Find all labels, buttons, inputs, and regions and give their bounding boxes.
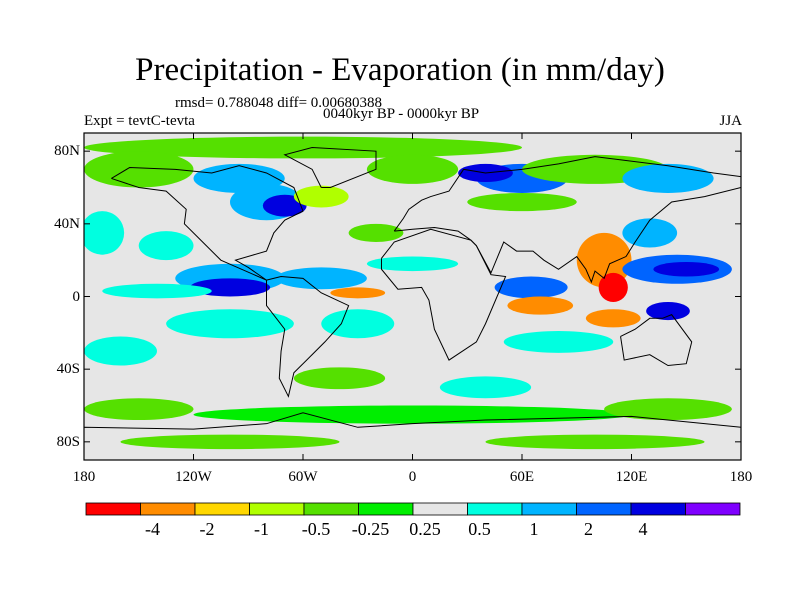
- y-tick-label: 40S: [56, 361, 80, 378]
- y-tick-label: 80N: [54, 143, 80, 160]
- anomaly-region: [503, 331, 614, 353]
- experiment-label: Expt = tevtC-tevta: [84, 113, 195, 129]
- anomaly-region: [293, 367, 386, 390]
- colorbar-label: 0.25: [409, 519, 441, 539]
- pe-anomaly-fields: [84, 136, 732, 450]
- anomaly-region: [366, 154, 459, 184]
- colorbar-label: -0.5: [301, 519, 331, 539]
- anomaly-region: [348, 223, 404, 243]
- coastline: [266, 276, 350, 398]
- colorbar-swatch: [467, 502, 523, 516]
- anomaly-region: [138, 231, 194, 261]
- coastline: [84, 412, 741, 460]
- anomaly-region: [84, 336, 157, 366]
- x-tick-label: 180: [729, 469, 753, 485]
- colorbar-swatch: [685, 502, 741, 516]
- anomaly-region: [439, 376, 532, 399]
- colorbar-label: -0.25: [351, 519, 390, 539]
- anomaly-region: [622, 163, 714, 193]
- colorbar-label: 4: [638, 519, 648, 539]
- anomaly-region: [275, 267, 367, 290]
- anomaly-region: [366, 256, 459, 272]
- coastline: [393, 156, 741, 284]
- anomaly-region: [485, 434, 705, 450]
- y-tick-label: 40N: [54, 215, 80, 232]
- anomaly-region: [585, 309, 641, 328]
- colorbar-swatch: [521, 502, 577, 516]
- season-label: JJA: [719, 113, 742, 129]
- anomaly-region: [321, 309, 395, 339]
- anomaly-region: [467, 192, 577, 212]
- anomaly-region: [622, 218, 678, 248]
- colorbar-swatch: [630, 502, 686, 516]
- rmsd-diff-stats: rmsd= 0.788048 diff= 0.00680388: [175, 95, 383, 111]
- colorbar-swatch: [140, 502, 196, 516]
- x-tick-label: 180: [72, 469, 96, 485]
- anomaly-region: [193, 405, 632, 424]
- anomaly-region: [84, 398, 194, 421]
- coastline: [283, 147, 377, 188]
- anomaly-region: [646, 301, 690, 321]
- anomaly-region: [293, 185, 349, 208]
- time-period-label: 0040kyr BP - 0000kyr BP: [323, 106, 480, 122]
- x-tick-label: 0: [408, 469, 417, 485]
- colorbar-label: 1: [529, 519, 539, 539]
- y-tick-label: 80S: [56, 433, 80, 450]
- anomaly-region: [84, 136, 522, 159]
- coastlines: [84, 147, 741, 460]
- colorbar-swatch: [194, 502, 250, 516]
- y-tick-label: 0: [72, 288, 81, 305]
- colorbar-label: 0.5: [468, 519, 491, 539]
- colorbar-label: -2: [199, 519, 215, 539]
- colorbar-swatch: [576, 502, 632, 516]
- colorbar-label: -1: [254, 519, 269, 539]
- x-tick-label: 60E: [509, 469, 535, 485]
- anomaly-region: [102, 283, 212, 299]
- anomaly-region: [604, 398, 732, 421]
- anomaly-region: [494, 276, 568, 299]
- axis-ticks: [83, 133, 742, 460]
- colorbar-label: -4: [145, 519, 160, 539]
- map-title: Precipitation - Evaporation (in mm/day): [135, 52, 665, 88]
- colorbar-swatch: [249, 502, 305, 516]
- anomaly-region: [507, 296, 574, 315]
- colorbar-swatch: [85, 502, 141, 516]
- x-tick-label: 120W: [175, 469, 212, 485]
- x-tick-label: 60W: [288, 469, 318, 485]
- colorbar: [85, 502, 741, 516]
- coastline: [380, 228, 507, 361]
- anomaly-region: [84, 211, 125, 255]
- coastline: [620, 314, 693, 367]
- colorbar-swatch: [412, 502, 468, 516]
- anomaly-region: [120, 434, 340, 450]
- x-tick-label: 120E: [615, 469, 648, 485]
- anomaly-region: [598, 272, 628, 302]
- anomaly-region: [653, 261, 720, 277]
- colorbar-swatch: [303, 502, 359, 516]
- coastline: [111, 165, 304, 281]
- anomaly-region: [166, 309, 294, 339]
- colorbar-label: 2: [584, 519, 593, 539]
- colorbar-swatch: [358, 502, 414, 516]
- anomaly-region: [330, 287, 386, 299]
